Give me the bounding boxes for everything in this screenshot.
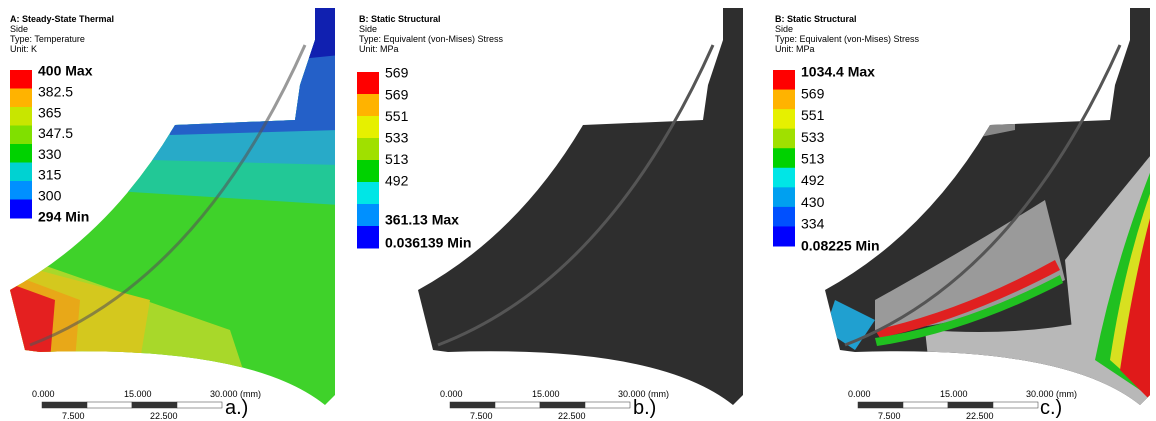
scale-bar [539, 401, 586, 409]
scale-label: 15.000 [532, 389, 560, 399]
panel-label: b.) [633, 397, 656, 419]
scale-label: 22.500 [558, 411, 586, 421]
legend-swatch [773, 128, 795, 149]
legend-swatch [10, 125, 32, 145]
legend-label: 361.13 Max [385, 212, 459, 228]
legend-swatch [773, 70, 795, 91]
scale-bar [131, 401, 178, 409]
header-line: Unit: MPa [359, 44, 399, 54]
header-line: B: Static Structural [775, 14, 857, 24]
scale-label: 30.000 (mm) [618, 389, 669, 399]
legend-swatch [357, 182, 379, 205]
scale-label: 7.500 [470, 411, 493, 421]
scale-bar [176, 401, 223, 409]
scale-bar [584, 401, 631, 409]
legend-label: 513 [385, 151, 409, 167]
legend-swatch [773, 206, 795, 227]
header-line: Side [10, 24, 28, 34]
legend-swatch [357, 116, 379, 139]
legend-label: 569 [801, 85, 825, 101]
legend-swatch [773, 109, 795, 130]
legend-swatch [10, 181, 32, 200]
legend-label: 569 [385, 86, 409, 102]
legend-label: 492 [801, 172, 825, 188]
header-line: Type: Equivalent (von-Mises) Stress [359, 34, 504, 44]
scale-label: 7.500 [62, 411, 85, 421]
scale-label: 0.000 [440, 389, 463, 399]
legend-swatch [10, 144, 32, 163]
legend-label: 294 Min [38, 208, 89, 224]
scale-label: 22.500 [150, 411, 178, 421]
scale-bar [992, 401, 1039, 409]
scale-label: 22.500 [966, 411, 994, 421]
scale-bar [947, 401, 994, 409]
legend-label: 569 [385, 65, 409, 81]
legend-label: 513 [801, 151, 825, 167]
scale-bar [86, 401, 133, 409]
scale-bar [449, 401, 496, 409]
legend-swatch [773, 226, 795, 247]
scale-bar [494, 401, 541, 409]
legend-label: 492 [385, 173, 409, 189]
legend-swatch [10, 199, 32, 219]
scale-label: 0.000 [848, 389, 871, 399]
legend-label: 0.08225 Min [801, 237, 880, 253]
legend-swatch [357, 160, 379, 183]
legend-swatch [357, 226, 379, 249]
scale-bar [41, 401, 88, 409]
legend-label: 365 [38, 104, 62, 120]
legend-label: 551 [801, 107, 825, 123]
header-line: Unit: K [10, 44, 37, 54]
panel-label: c.) [1040, 397, 1062, 419]
legend-label: 334 [801, 216, 825, 232]
scale-label: 30.000 (mm) [1026, 389, 1077, 399]
legend-label: 533 [801, 129, 825, 145]
legend-swatch [773, 187, 795, 208]
legend-swatch [10, 70, 32, 89]
scale-bar [902, 401, 949, 409]
header-line: Side [775, 24, 793, 34]
legend-label: 1034.4 Max [801, 64, 875, 80]
header-line: Side [359, 24, 377, 34]
legend-label: 347.5 [38, 125, 73, 141]
header-line: Unit: MPa [775, 44, 815, 54]
legend-swatch [773, 89, 795, 110]
legend-label: 0.036139 Min [385, 235, 471, 251]
scale-label: 7.500 [878, 411, 901, 421]
legend-label: 330 [38, 146, 62, 162]
scale-label: 15.000 [124, 389, 152, 399]
legend-label: 551 [385, 108, 409, 124]
legend-label: 300 [38, 188, 62, 204]
legend-label: 430 [801, 194, 825, 210]
header-line: B: Static Structural [359, 14, 441, 24]
scale-bar [857, 401, 904, 409]
scale-label: 0.000 [32, 389, 55, 399]
header-line: Type: Equivalent (von-Mises) Stress [775, 34, 920, 44]
legend-swatch [357, 138, 379, 161]
legend-swatch [357, 204, 379, 227]
legend-label: 533 [385, 130, 409, 146]
panel-label: a.) [225, 397, 248, 419]
legend-label: 315 [38, 167, 62, 183]
legend-swatch [10, 88, 32, 108]
scale-label: 30.000 (mm) [210, 389, 261, 399]
scale-label: 15.000 [940, 389, 968, 399]
legend-label: 400 Max [38, 63, 93, 79]
legend-swatch [10, 107, 32, 126]
header-line: Type: Temperature [10, 34, 85, 44]
stress-model [418, 8, 743, 405]
legend-swatch [773, 148, 795, 169]
header-line: A: Steady-State Thermal [10, 14, 114, 24]
legend-swatch [357, 94, 379, 117]
legend-swatch [357, 72, 379, 95]
legend-swatch [773, 167, 795, 188]
legend-label: 382.5 [38, 84, 73, 100]
legend-swatch [10, 162, 32, 182]
